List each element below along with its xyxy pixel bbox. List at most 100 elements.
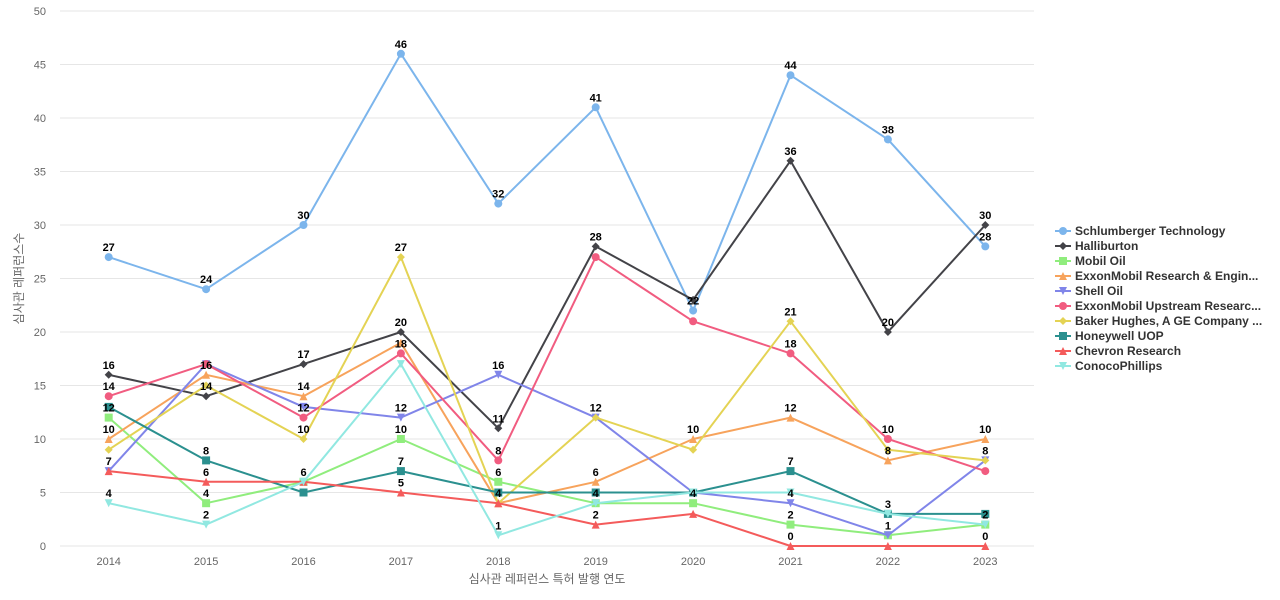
data-label: 10 <box>103 424 115 436</box>
data-point <box>202 456 211 465</box>
data-point <box>689 435 698 443</box>
data-point <box>494 424 503 433</box>
data-point <box>981 456 990 465</box>
data-label: 8 <box>885 445 891 457</box>
data-label: 28 <box>590 231 602 243</box>
data-label: 18 <box>784 338 796 350</box>
data-label: 27 <box>395 242 407 254</box>
y-tick-label: 25 <box>34 274 46 286</box>
legend-marker <box>1059 362 1067 370</box>
x-tick-label: 2014 <box>96 556 120 568</box>
data-label: 10 <box>687 424 699 436</box>
data-label: 24 <box>200 274 213 286</box>
data-label: 4 <box>593 488 600 500</box>
data-label: 2 <box>593 510 599 522</box>
data-point <box>494 488 503 497</box>
data-point <box>104 413 113 422</box>
data-point <box>104 392 113 401</box>
data-point <box>883 456 892 465</box>
legend-item[interactable]: Halliburton <box>1055 239 1138 253</box>
data-label: 12 <box>590 403 602 415</box>
data-point <box>494 199 503 208</box>
data-point <box>299 221 308 229</box>
legend-item[interactable]: Baker Hughes, A GE Company ... <box>1055 314 1262 328</box>
legend-item[interactable]: Shell Oil <box>1055 284 1123 298</box>
data-point <box>883 328 892 336</box>
data-label: 14 <box>297 381 310 393</box>
data-point <box>202 392 211 401</box>
data-point <box>396 349 405 358</box>
data-label: 20 <box>395 317 407 329</box>
data-point <box>786 413 795 422</box>
data-label: 4 <box>495 488 502 500</box>
data-point <box>299 413 308 422</box>
legend-marker <box>1059 332 1067 340</box>
legend-label: Baker Hughes, A GE Company ... <box>1075 314 1262 328</box>
legend-label: ConocoPhillips <box>1075 359 1163 373</box>
data-point <box>299 360 308 369</box>
data-point <box>104 253 113 262</box>
legend-marker <box>1059 257 1067 265</box>
data-point <box>981 509 990 518</box>
data-point <box>396 488 405 497</box>
data-label: 32 <box>492 189 504 201</box>
series-line <box>107 416 987 537</box>
data-point <box>299 402 308 411</box>
data-point <box>299 488 308 497</box>
data-point <box>104 445 113 454</box>
y-tick-label: 45 <box>34 60 46 72</box>
data-point <box>786 488 795 497</box>
data-point <box>104 499 113 508</box>
data-label: 16 <box>103 360 115 372</box>
data-label: 4 <box>106 488 113 500</box>
legend-item[interactable]: Honeywell UOP <box>1055 329 1164 343</box>
data-point <box>883 435 892 443</box>
data-label: 12 <box>297 403 309 415</box>
data-label: 4 <box>787 488 794 500</box>
y-tick-label: 35 <box>34 167 46 179</box>
data-point <box>299 435 308 443</box>
legend-marker <box>1059 227 1067 235</box>
data-point <box>396 49 405 58</box>
data-point <box>689 488 698 497</box>
data-labels: 2716141210742416148642301714121064627201… <box>103 39 992 543</box>
data-label: 41 <box>590 92 602 104</box>
data-point <box>689 445 698 454</box>
data-point <box>981 542 990 550</box>
data-point <box>689 295 698 304</box>
series-line <box>107 256 987 505</box>
data-label: 1 <box>885 520 891 532</box>
data-label: 12 <box>395 403 407 415</box>
data-label: 18 <box>395 338 407 350</box>
data-label: 2 <box>203 510 209 522</box>
data-point <box>396 253 405 262</box>
y-tick-label: 0 <box>40 541 46 553</box>
legend-item[interactable]: Schlumberger Technology <box>1055 224 1226 238</box>
data-point <box>104 467 113 476</box>
series-line <box>107 159 987 430</box>
data-point <box>883 531 892 540</box>
legend-item[interactable]: ExxonMobil Upstream Researc... <box>1055 299 1261 313</box>
data-label: 46 <box>395 39 407 51</box>
data-point <box>299 392 308 401</box>
data-label: 3 <box>885 499 891 511</box>
x-axis-ticks: 2014 2015 2016 2017 2018 2019 2020 2021 2022 2023 <box>96 556 997 568</box>
data-label: 0 <box>982 531 988 543</box>
data-label: 28 <box>979 231 991 243</box>
series-group <box>104 49 990 550</box>
legend-label: Halliburton <box>1075 239 1138 253</box>
data-point <box>786 499 795 508</box>
data-point <box>591 103 600 112</box>
legend-item[interactable]: ConocoPhillips <box>1055 359 1163 373</box>
data-label: 44 <box>784 60 797 72</box>
data-point <box>786 317 795 326</box>
legend-label: Chevron Research <box>1075 344 1181 358</box>
x-tick-label: 2020 <box>681 556 705 568</box>
legend-item[interactable]: Chevron Research <box>1055 344 1181 358</box>
data-label: 1 <box>495 520 501 532</box>
legend-item[interactable]: Mobil Oil <box>1055 254 1126 268</box>
legend-item[interactable]: ExxonMobil Research & Engin... <box>1055 269 1258 283</box>
data-label: 7 <box>787 456 793 468</box>
